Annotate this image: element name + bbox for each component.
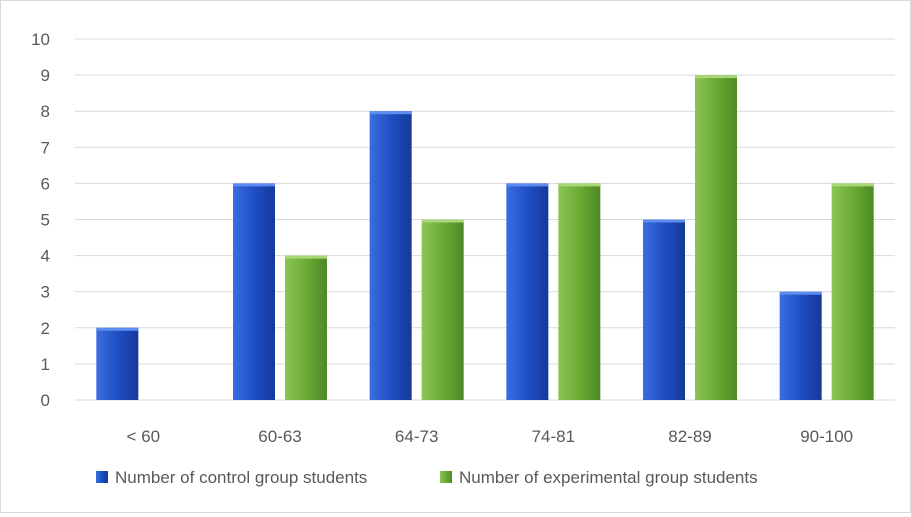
bar-control xyxy=(96,327,139,400)
legend: Number of control group students Number o… xyxy=(96,468,758,487)
y-tick-label: 2 xyxy=(41,319,50,338)
legend-label: Number of experimental group students xyxy=(459,468,758,487)
bar-cap xyxy=(779,291,822,295)
bar-control xyxy=(779,291,822,400)
x-tick-label: 64-73 xyxy=(395,427,438,446)
bar-cap xyxy=(96,327,139,331)
y-tick-label: 6 xyxy=(41,174,50,193)
bar-cap xyxy=(506,183,549,187)
legend-swatch xyxy=(96,471,108,483)
bars xyxy=(96,75,874,400)
bar-cap xyxy=(233,183,275,187)
x-tick-label: 60-63 xyxy=(258,427,301,446)
bar-cap xyxy=(285,255,327,259)
bar-experimental xyxy=(285,255,327,400)
bar-control xyxy=(369,111,412,400)
bar-cap xyxy=(558,183,601,187)
y-tick-label: 9 xyxy=(41,66,50,85)
x-tick-label: 82-89 xyxy=(668,427,711,446)
y-tick-label: 4 xyxy=(41,247,50,266)
bar-experimental xyxy=(695,75,737,400)
bar-cap xyxy=(831,183,874,187)
x-tick-label: 90-100 xyxy=(800,427,853,446)
bar-experimental xyxy=(421,219,464,400)
legend-label: Number of control group students xyxy=(115,468,367,487)
bar-experimental xyxy=(831,183,874,400)
y-axis-ticks: 0 1 2 3 4 5 6 7 8 9 10 xyxy=(31,30,50,410)
gridlines xyxy=(75,38,895,401)
bar-experimental xyxy=(558,183,601,400)
y-tick-label: 7 xyxy=(41,138,50,157)
x-tick-label: < 60 xyxy=(127,427,161,446)
bar-control xyxy=(233,183,275,400)
y-tick-label: 0 xyxy=(41,391,50,410)
bar-control xyxy=(506,183,549,400)
y-tick-label: 10 xyxy=(31,30,50,49)
y-tick-label: 5 xyxy=(41,211,50,230)
bar-cap xyxy=(643,219,685,223)
bar-cap xyxy=(695,75,737,79)
bar-control xyxy=(643,219,685,400)
y-tick-label: 3 xyxy=(41,283,50,302)
x-axis-categories: < 60 60-63 64-73 74-81 82-89 90-100 xyxy=(127,427,854,446)
bar-cap xyxy=(369,111,412,115)
legend-swatch xyxy=(440,471,452,483)
y-tick-label: 1 xyxy=(41,355,50,374)
x-tick-label: 74-81 xyxy=(532,427,575,446)
y-tick-label: 8 xyxy=(41,102,50,121)
bar-cap xyxy=(421,219,464,223)
